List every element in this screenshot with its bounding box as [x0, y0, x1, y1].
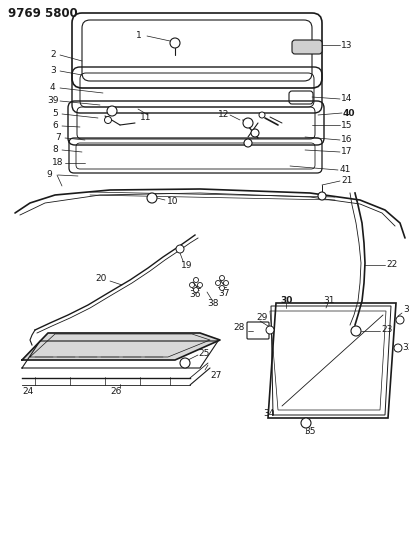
Text: 15: 15 — [340, 120, 352, 130]
Circle shape — [107, 106, 117, 116]
Circle shape — [317, 192, 325, 200]
Circle shape — [147, 193, 157, 203]
Text: 37: 37 — [218, 288, 229, 297]
Text: 11: 11 — [139, 112, 151, 122]
Text: 16: 16 — [340, 134, 352, 143]
Circle shape — [350, 326, 360, 336]
Text: 26: 26 — [110, 386, 121, 395]
Circle shape — [104, 117, 111, 124]
Text: 32: 32 — [402, 305, 409, 314]
Text: 9: 9 — [46, 169, 52, 179]
Text: 13: 13 — [340, 41, 352, 50]
Text: 40: 40 — [342, 109, 355, 117]
Circle shape — [243, 118, 252, 128]
FancyBboxPatch shape — [291, 40, 321, 54]
Text: 9769 5800: 9769 5800 — [8, 6, 78, 20]
Circle shape — [265, 326, 273, 334]
Text: 20: 20 — [95, 273, 106, 282]
Text: 8: 8 — [52, 144, 58, 154]
Text: 34: 34 — [262, 408, 274, 417]
Circle shape — [197, 282, 202, 287]
Circle shape — [175, 245, 184, 253]
Text: 22: 22 — [385, 260, 396, 269]
Polygon shape — [22, 333, 220, 360]
Circle shape — [258, 112, 264, 118]
Text: 39: 39 — [47, 95, 58, 104]
Text: 12: 12 — [218, 109, 229, 118]
Text: 10: 10 — [166, 197, 178, 206]
Text: 5: 5 — [52, 109, 58, 117]
Circle shape — [243, 139, 252, 147]
Circle shape — [193, 278, 198, 282]
Text: 19: 19 — [180, 261, 192, 270]
Text: 41: 41 — [339, 165, 351, 174]
Text: 7: 7 — [55, 133, 61, 141]
Text: 33: 33 — [401, 343, 409, 352]
Text: 4: 4 — [50, 83, 56, 92]
Circle shape — [223, 280, 228, 286]
Text: 14: 14 — [340, 93, 351, 102]
Circle shape — [193, 287, 198, 293]
Text: 25: 25 — [198, 350, 209, 359]
Text: 18: 18 — [52, 157, 63, 166]
Circle shape — [180, 358, 189, 368]
Circle shape — [250, 129, 258, 137]
Text: 1: 1 — [136, 30, 142, 39]
Text: 28: 28 — [232, 324, 244, 333]
Text: 31: 31 — [322, 295, 334, 304]
Text: 2: 2 — [50, 50, 56, 59]
Text: 35: 35 — [303, 427, 315, 437]
Text: 36: 36 — [189, 289, 200, 298]
Text: 17: 17 — [340, 147, 352, 156]
Circle shape — [395, 316, 403, 324]
Text: 23: 23 — [380, 326, 391, 335]
Text: 6: 6 — [52, 120, 58, 130]
Text: 38: 38 — [207, 298, 218, 308]
Text: 24: 24 — [22, 386, 33, 395]
FancyBboxPatch shape — [246, 322, 268, 339]
Circle shape — [393, 344, 401, 352]
Circle shape — [300, 418, 310, 428]
Circle shape — [170, 38, 180, 48]
Text: 30: 30 — [279, 295, 292, 304]
Text: 3: 3 — [50, 66, 56, 75]
Circle shape — [219, 286, 224, 290]
Circle shape — [215, 280, 220, 286]
Text: 29: 29 — [255, 313, 267, 322]
Circle shape — [189, 282, 194, 287]
Text: 21: 21 — [340, 175, 351, 184]
Text: 27: 27 — [209, 370, 221, 379]
Circle shape — [219, 276, 224, 280]
